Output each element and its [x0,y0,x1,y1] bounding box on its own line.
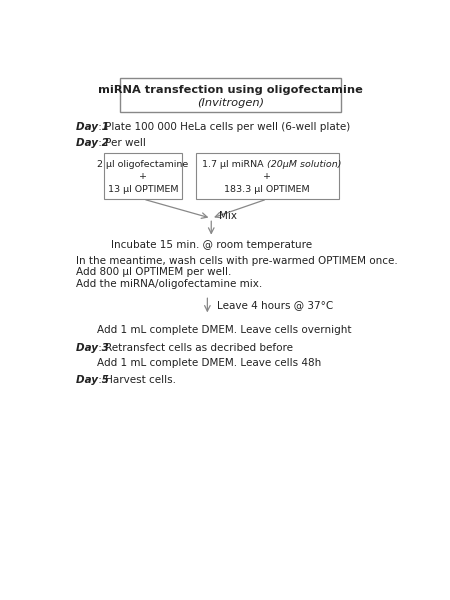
Text: Day 1: Day 1 [76,122,108,133]
Text: Add the miRNA/oligofectamine mix.: Add the miRNA/oligofectamine mix. [76,279,262,289]
Text: Add 1 mL complete DMEM. Leave cells 48h: Add 1 mL complete DMEM. Leave cells 48h [97,358,321,368]
Text: Day 2: Day 2 [76,138,108,148]
Text: Incubate 15 min. @ room temperature: Incubate 15 min. @ room temperature [111,240,312,250]
Text: Add 800 µl OPTIMEM per well.: Add 800 µl OPTIMEM per well. [76,267,231,277]
FancyBboxPatch shape [120,78,342,112]
Text: (Invitrogen): (Invitrogen) [197,98,264,108]
Text: 2 µl oligofectamine: 2 µl oligofectamine [98,160,189,169]
Text: 1.7 µl miRNA: 1.7 µl miRNA [202,160,267,169]
Text: 13 µl OPTIMEM: 13 µl OPTIMEM [108,185,178,194]
Text: Mix: Mix [219,211,237,221]
Text: (20µM solution): (20µM solution) [267,160,342,169]
FancyBboxPatch shape [104,153,182,199]
Text: 183.3 µl OPTIMEM: 183.3 µl OPTIMEM [224,185,310,194]
Text: +: + [263,172,271,181]
Text: : Harvest cells.: : Harvest cells. [95,375,176,385]
Text: In the meantime, wash cells with pre-warmed OPTIMEM once.: In the meantime, wash cells with pre-war… [76,256,397,266]
FancyBboxPatch shape [196,153,339,199]
Text: Day 5: Day 5 [76,375,108,385]
Text: : Retransfect cells as decribed before: : Retransfect cells as decribed before [95,343,293,353]
Text: miRNA transfection using oligofectamine: miRNA transfection using oligofectamine [98,85,363,95]
Text: : Plate 100 000 HeLa cells per well (6-well plate): : Plate 100 000 HeLa cells per well (6-w… [95,122,350,133]
Text: Leave 4 hours @ 37°C: Leave 4 hours @ 37°C [217,301,334,310]
Text: +: + [139,172,147,181]
Text: Add 1 mL complete DMEM. Leave cells overnight: Add 1 mL complete DMEM. Leave cells over… [97,325,351,335]
Text: Day 3: Day 3 [76,343,108,353]
Text: : Per well: : Per well [95,138,146,148]
